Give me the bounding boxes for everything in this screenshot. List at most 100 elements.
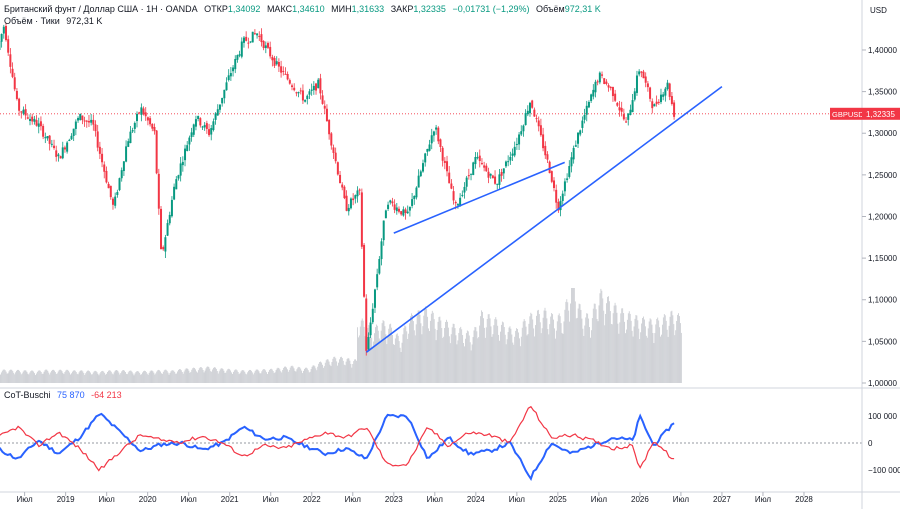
volume-bar [89,372,91,383]
candle-body [284,73,287,75]
candle-body [673,102,676,117]
volume-bar [462,335,464,383]
candle-body [376,274,379,288]
candle-body [581,120,584,128]
volume-bar [106,373,107,383]
volume-bar [13,372,15,383]
candle-body [537,120,540,127]
volume-bar [502,322,504,383]
volume-bar [156,371,158,383]
volume-bar [466,330,468,383]
candle-body [509,156,512,161]
candle-body [487,171,490,178]
candle-body [0,33,3,42]
volume-bar [634,318,636,383]
volume-bar [391,327,393,383]
volume-bar [298,366,300,383]
candle-body [197,116,200,119]
volume-bar [400,352,402,383]
volume-bar [439,316,441,383]
trend-line-2[interactable] [365,85,723,353]
trend-line-1[interactable] [393,161,566,234]
volume-bar [211,371,213,383]
time-tick-label: Июл [509,495,526,504]
volume-bar [503,327,505,383]
volume-bar [511,334,513,383]
candle-body [18,98,21,111]
volume-bar [312,365,314,383]
price-tag-value: 1,32335 [866,110,895,119]
volume-bar [670,311,672,383]
volume-bar [195,369,196,383]
volume-bar [100,371,102,383]
volume-bar [463,342,465,383]
volume-bar [340,356,342,383]
candle-body [415,187,418,198]
volume-bar [53,370,55,383]
volume-bar [9,370,11,383]
candle-body [426,148,429,152]
volume-bar [569,321,571,383]
volume-bar [33,371,35,383]
volume-bar [590,337,591,383]
volume-bar [350,363,352,383]
volume-bar [454,328,456,383]
volume-bar [470,350,472,383]
trend-lines[interactable] [365,85,723,353]
candle-body [627,113,630,120]
volume-bar [363,326,365,383]
volume-bar [179,369,181,383]
volume-bar [11,369,13,383]
candle-body [153,126,156,132]
volume-bar [202,369,204,383]
volume-bar [499,340,500,383]
candle-body [280,66,283,73]
candle-body [157,173,160,209]
candle-body [295,92,298,94]
volume-bar [217,373,219,383]
volume-bar [565,301,567,383]
volume-bar [537,309,539,383]
candle-body [365,298,368,351]
volume-bar [255,369,257,383]
volume-bar [97,373,99,383]
volume-bar [652,332,654,383]
volume-bar [74,370,76,383]
candle-body [332,147,335,153]
candle-body [507,161,510,163]
volume-bar [347,357,349,383]
volume-bar [330,366,332,383]
candle-body [419,171,422,177]
instrument-title[interactable]: Британский фунт / Доллар США · 1Н · OAND… [4,4,198,14]
volume-bar [457,340,459,383]
candle-body [535,118,538,120]
volume-bar [6,373,8,383]
volume-value: 972,31 K [564,4,601,14]
volume-bar [66,369,68,383]
volume-bar [54,372,56,383]
candle-body [614,93,617,101]
volume-bar [311,366,313,383]
volume-bar [245,373,247,383]
volume-bar [500,331,501,383]
candle-body [441,147,444,161]
volume-bar [411,313,412,383]
volume-bar [98,375,100,383]
volume-bar [496,319,498,383]
volume-bar [318,363,320,383]
volume-bar [679,323,681,383]
volume-bar [131,371,133,383]
candle-body [336,162,339,175]
candle-body [37,123,40,127]
cot-name[interactable]: CoT-Buschi [4,390,51,400]
volume-bar [472,337,474,383]
candle-body [646,83,649,88]
volume-bar [664,315,666,383]
candle-body [369,322,372,336]
ticks-label[interactable]: Объём · Тики [4,16,60,26]
high-value: 1,34610 [292,4,325,14]
volume-bar [234,369,236,383]
volume-bar [384,326,386,383]
volume-bar [192,368,194,383]
